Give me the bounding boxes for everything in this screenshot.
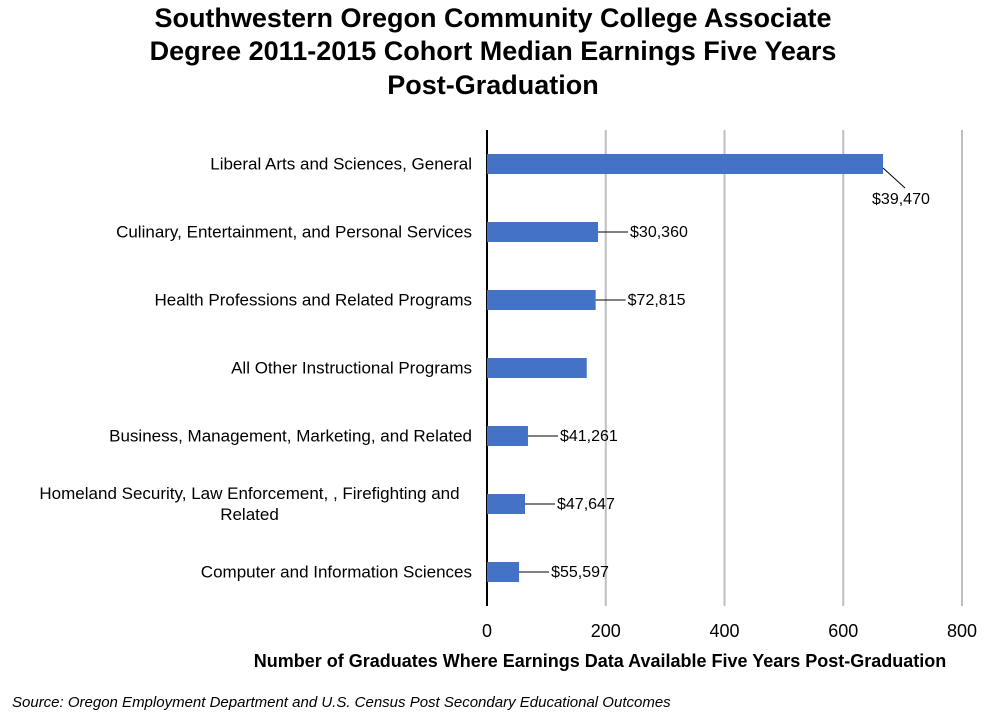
bar-annotation: $47,647	[557, 496, 615, 513]
y-tick-label: Computer and Information Sciences	[200, 562, 472, 582]
bar	[487, 358, 587, 378]
bar-annotation: $41,261	[560, 428, 618, 445]
y-tick-label: Homeland Security, Law Enforcement, , Fi…	[39, 484, 460, 524]
x-axis-title: Number of Graduates Where Earnings Data …	[254, 651, 947, 671]
bar	[487, 426, 528, 446]
x-tick-label: 0	[482, 621, 492, 641]
x-tick-label: 800	[947, 621, 977, 641]
bar-annotation: $72,815	[628, 292, 686, 309]
y-tick-label: Business, Management, Marketing, and Rel…	[109, 426, 472, 446]
bar	[487, 222, 599, 242]
bar	[487, 494, 525, 514]
leader-line	[882, 167, 906, 189]
bar	[487, 562, 520, 582]
source-note: Source: Oregon Employment Department and…	[12, 694, 671, 711]
x-tick-label: 200	[591, 621, 621, 641]
x-tick-label: 400	[709, 621, 739, 641]
chart-title: Post-Graduation	[387, 70, 599, 100]
y-tick-label: Health Professions and Related Programs	[154, 290, 473, 310]
chart-title: Degree 2011-2015 Cohort Median Earnings …	[150, 36, 837, 66]
bar-annotation: $55,597	[551, 564, 609, 581]
bar-annotation: $39,470	[872, 191, 930, 208]
bar	[487, 154, 884, 174]
y-tick-label: Culinary, Entertainment, and Personal Se…	[116, 222, 472, 242]
bar	[487, 290, 596, 310]
y-tick-label: Liberal Arts and Sciences, General	[210, 154, 472, 174]
x-tick-label: 600	[828, 621, 858, 641]
bar-annotation: $30,360	[630, 224, 688, 241]
y-tick-label: All Other Instructional Programs	[231, 358, 472, 378]
chart-title: Southwestern Oregon Community College As…	[154, 3, 831, 33]
